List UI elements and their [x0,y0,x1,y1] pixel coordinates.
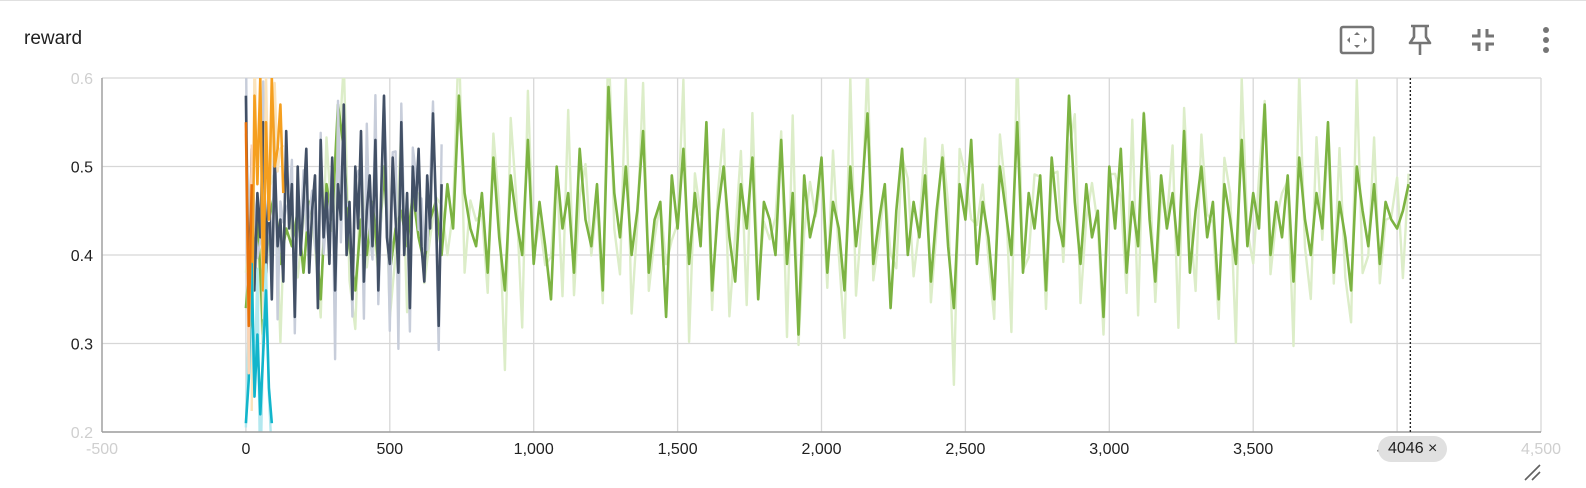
x-tick-label: 2,500 [945,441,985,458]
more-options-button[interactable] [1526,20,1566,60]
y-tick-label: 0.6 [71,71,93,88]
fit-domain-button[interactable] [1337,20,1377,60]
y-tick-label: 0.4 [71,248,93,265]
collapse-button[interactable] [1463,20,1503,60]
y-tick-label: 0.3 [71,337,93,354]
x-tick-label: -500 [86,441,118,458]
card-toolbar [1314,20,1566,60]
step-chip[interactable]: 4046 × [1378,436,1448,462]
x-tick-label: 0 [241,441,250,458]
y-tick-label: 0.5 [71,160,93,177]
more-vert-icon [1543,27,1549,53]
x-tick-label: 3,000 [1089,441,1129,458]
x-tick-label: 2,000 [801,441,841,458]
pin-icon [1408,24,1432,55]
x-tick-label: 500 [376,441,403,458]
series-4-line [244,122,253,328]
series-1-line [244,94,443,328]
step-chip-label: 4046 [1388,440,1424,457]
series-lines [244,78,1410,432]
x-tick-label: 1,000 [514,441,554,458]
card-title: reward [24,28,83,49]
card-top-divider [0,0,1586,1]
fit-to-data-icon [1339,25,1375,55]
resize-handle-icon[interactable] [1522,462,1542,482]
y-tick-label: 0.2 [71,425,93,442]
series-2-line [250,78,285,344]
x-tick-label: 3,500 [1233,441,1273,458]
exit-fullscreen-icon [1472,29,1494,51]
pin-button[interactable] [1400,20,1440,60]
step-chip-close-icon[interactable]: × [1428,440,1438,457]
x-tick-label: 1,500 [658,441,698,458]
x-tick-label: 4,500 [1521,441,1561,458]
